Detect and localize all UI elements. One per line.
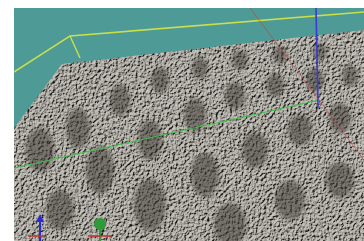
viewport [14, 8, 364, 241]
page [0, 0, 364, 241]
viewport-screenshot [0, 0, 364, 241]
